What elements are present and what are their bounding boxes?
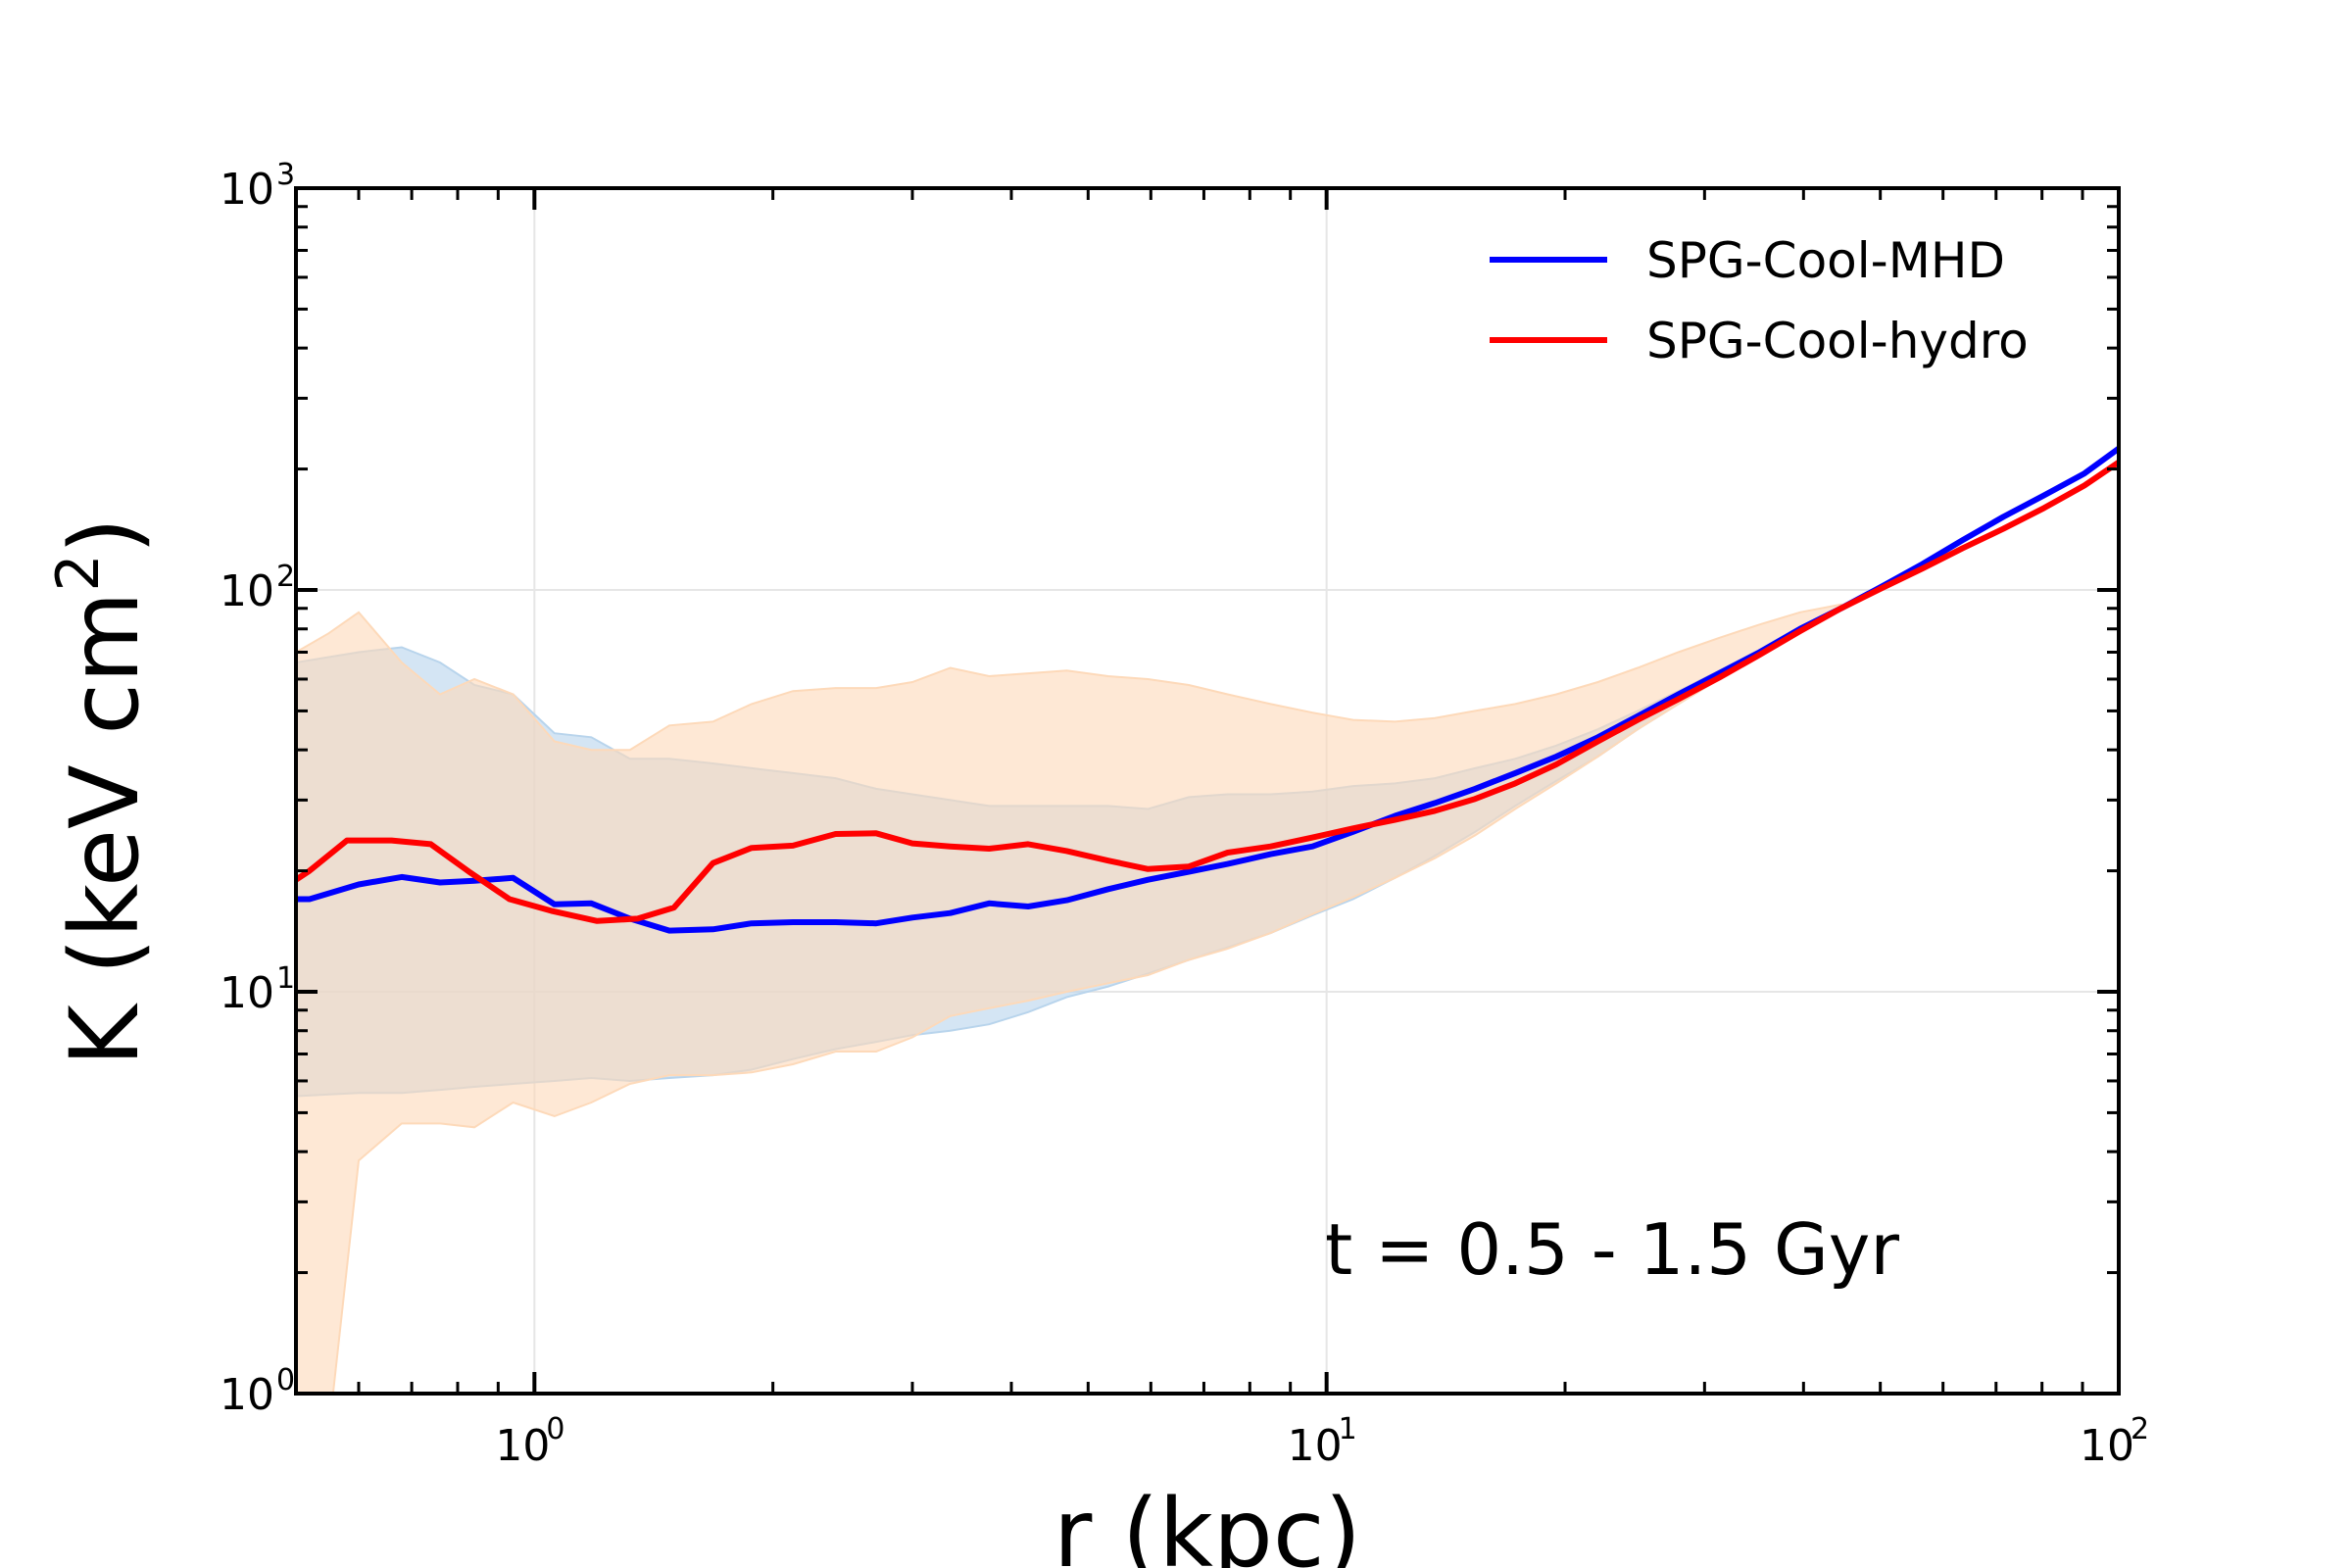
series-line-hydro [296, 460, 2119, 924]
x-tick-label-base-1: 10 [1288, 1421, 1343, 1471]
legend: SPG-Cool-MHD SPG-Cool-hydro [1490, 232, 2029, 369]
x-axis-label: r (kpc) [1054, 1479, 1361, 1568]
y-tick-label-exp-2: 2 [276, 560, 295, 594]
x-tick-label-exp-2: 2 [2131, 1412, 2149, 1446]
y-tick-label-base-2: 10 [220, 566, 274, 616]
x-tick-label-1: 101 [1288, 1412, 1357, 1471]
x-tick-label-base-0: 10 [495, 1421, 550, 1471]
x-tick-label-base-2: 10 [2080, 1421, 2134, 1471]
series-lines [296, 446, 2119, 934]
time-annotation: t = 0.5 - 1.5 Gyr [1325, 1208, 1899, 1291]
y-tick-label-3: 10 3 [220, 158, 295, 215]
y-tick-label-0: 10 0 [220, 1363, 295, 1420]
y-axis-label-main: K (keV cm [50, 592, 160, 1067]
y-tick-label-exp-0: 0 [276, 1363, 295, 1397]
y-axis-label: K (keV cm2) [44, 517, 160, 1066]
y-tick-label-exp-3: 3 [276, 158, 295, 192]
x-tick-label-exp-0: 0 [546, 1412, 564, 1446]
x-tick-label-2: 102 [2080, 1412, 2149, 1471]
x-tick-label-0: 100 [495, 1412, 564, 1471]
x-tick-label-exp-1: 1 [1339, 1412, 1357, 1446]
y-axis-label-tail: ) [50, 517, 160, 554]
plot-frame [294, 186, 2121, 1396]
y-tick-label-1: 10 1 [220, 961, 295, 1018]
y-tick-label-base-1: 10 [220, 968, 274, 1018]
y-tick-label-base-3: 10 [220, 165, 274, 215]
y-tick-label-2: 10 2 [220, 560, 295, 616]
y-tick-label-base-0: 10 [220, 1370, 274, 1420]
y-axis-label-exp: 2 [44, 554, 113, 591]
legend-label-hydro: SPG-Cool-hydro [1646, 313, 2029, 369]
legend-label-mhd: SPG-Cool-MHD [1646, 232, 2005, 289]
y-tick-label-exp-1: 1 [276, 961, 295, 996]
